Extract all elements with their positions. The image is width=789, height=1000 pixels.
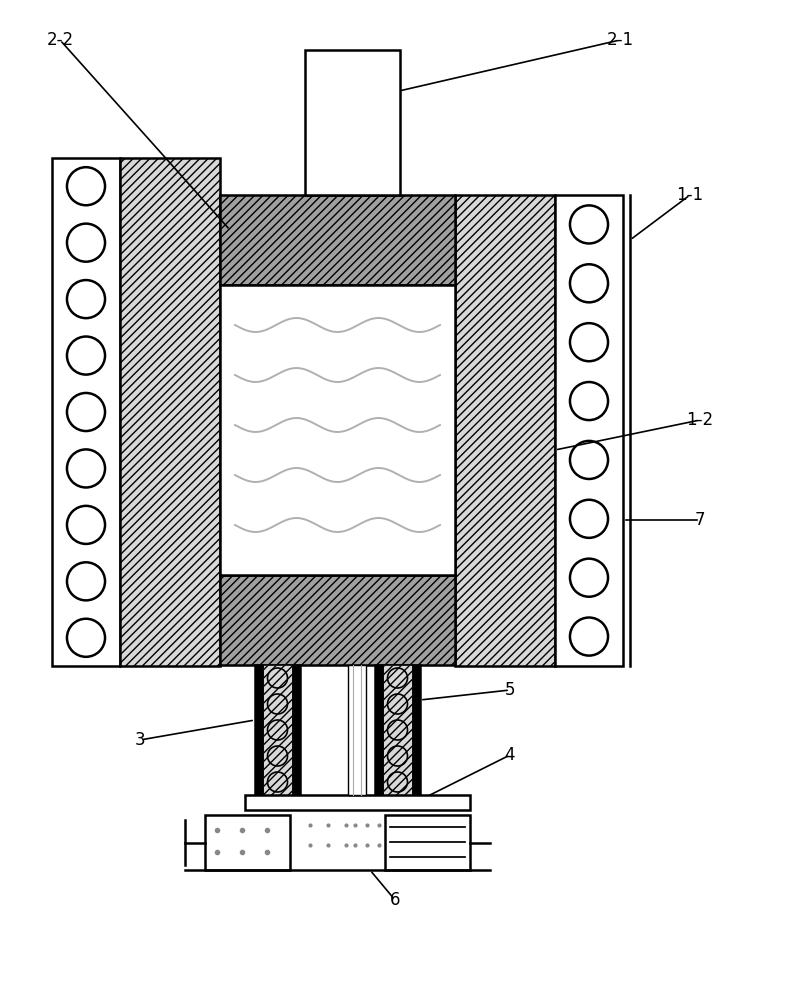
Bar — [292, 665, 300, 795]
Bar — [375, 665, 420, 795]
Bar — [375, 665, 383, 795]
Bar — [220, 285, 455, 575]
Bar — [263, 665, 292, 795]
Bar — [305, 50, 400, 195]
Bar — [245, 795, 470, 810]
Bar — [120, 158, 220, 666]
Text: 2-2: 2-2 — [47, 31, 73, 49]
Text: 1-1: 1-1 — [676, 186, 704, 204]
Bar — [455, 195, 555, 666]
Text: 2-1: 2-1 — [607, 31, 634, 49]
Bar — [255, 665, 263, 795]
Bar — [385, 815, 470, 870]
Bar — [220, 575, 455, 665]
Bar — [52, 158, 120, 666]
Text: 7: 7 — [695, 511, 705, 529]
Bar — [255, 665, 300, 795]
Bar — [555, 195, 623, 666]
Bar — [205, 815, 290, 870]
Text: 1-2: 1-2 — [686, 411, 713, 429]
Text: 4: 4 — [505, 746, 515, 764]
Bar — [220, 195, 455, 285]
Text: 5: 5 — [505, 681, 515, 699]
Text: 6: 6 — [390, 891, 400, 909]
Bar — [412, 665, 420, 795]
Text: 3: 3 — [135, 731, 145, 749]
Bar — [383, 665, 412, 795]
Bar — [348, 665, 366, 795]
